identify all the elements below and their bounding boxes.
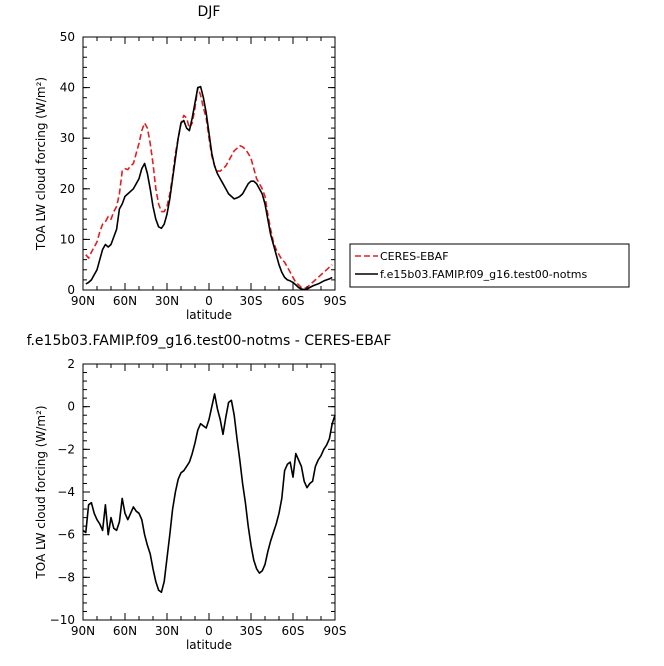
y-tick-label: 30	[60, 131, 75, 145]
x-tick-label: 60N	[113, 624, 137, 638]
y-tick-label: 40	[60, 81, 75, 95]
x-tick-label: 90S	[324, 294, 347, 308]
y-axis-label: TOA LW cloud forcing (W/m²)	[34, 405, 48, 579]
series-line-0	[82, 393, 336, 594]
y-tick-label: 0	[67, 400, 75, 414]
x-tick-label: 60S	[282, 624, 305, 638]
series-line-1	[85, 85, 333, 291]
chart-title: f.e15b03.FAMIP.f09_g16.test00-notms - CE…	[27, 333, 392, 349]
x-tick-label: 0	[205, 294, 213, 308]
x-tick-label: 90S	[324, 624, 347, 638]
bottom-chart: f.e15b03.FAMIP.f09_g16.test00-notms - CE…	[27, 333, 392, 652]
top-chart: DJF 90N 60N 30N 0 30S 60S 90S 0 10 20 30 40 50 latitud…	[34, 4, 630, 322]
x-tick-label: 30S	[240, 624, 263, 638]
legend: CERES-EBAF f.e15b03.FAMIP.f09_g16.test00-…	[349, 243, 630, 288]
y-tick-label: 50	[60, 30, 75, 44]
y-tick-label: 2	[67, 357, 75, 371]
x-tick-label: 90N	[71, 294, 95, 308]
legend-box	[349, 243, 630, 288]
x-tick-label: 30N	[155, 294, 179, 308]
y-axis-label: TOA LW cloud forcing (W/m²)	[34, 77, 48, 251]
y-tick-label: −8	[57, 570, 75, 584]
y-tick-label: 20	[60, 182, 75, 196]
x-axis-label: latitude	[186, 308, 232, 322]
chart-title: DJF	[198, 4, 221, 20]
y-tick-label: −6	[57, 528, 75, 542]
y-tick-label: −10	[50, 613, 75, 627]
y-tick-label: −2	[57, 442, 75, 456]
x-tick-label: 30S	[240, 294, 263, 308]
y-tick-label: 0	[67, 283, 75, 297]
series-line-0	[85, 86, 333, 290]
x-tick-label: 60N	[113, 294, 137, 308]
legend-label-0: CERES-EBAF	[380, 250, 449, 263]
x-tick-label: 90N	[71, 624, 95, 638]
x-tick-label: 60S	[282, 294, 305, 308]
plot-frame	[82, 363, 336, 621]
legend-label-1: f.e15b03.FAMIP.f09_g16.test00-notms	[380, 268, 587, 281]
x-tick-label: 0	[205, 624, 213, 638]
x-tick-label: 30N	[155, 624, 179, 638]
plot-frame	[82, 36, 336, 291]
y-tick-label: 10	[60, 232, 75, 246]
y-tick-label: −4	[57, 485, 75, 499]
x-axis-label: latitude	[186, 638, 232, 652]
